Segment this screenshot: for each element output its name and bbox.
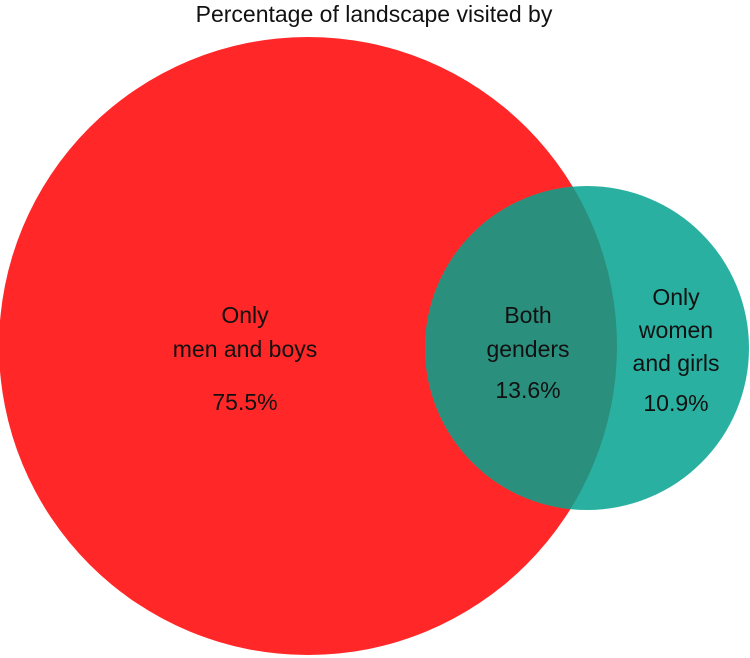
women-only-value: 10.9% bbox=[643, 390, 708, 416]
men-only-line2: men and boys bbox=[173, 336, 317, 362]
diagram-title: Percentage of landscape visited by bbox=[196, 1, 553, 27]
men-only-label: Only men and boys 75.5% bbox=[173, 302, 317, 415]
women-only-line2: women bbox=[638, 317, 713, 343]
men-and-boys-circle bbox=[0, 37, 617, 655]
both-line1: Both bbox=[504, 302, 551, 328]
men-only-value: 75.5% bbox=[212, 389, 277, 415]
both-value: 13.6% bbox=[495, 377, 560, 403]
women-only-label: Only women and girls 10.9% bbox=[633, 284, 720, 416]
both-genders-label: Both genders 13.6% bbox=[486, 302, 569, 403]
women-only-line1: Only bbox=[652, 284, 700, 310]
women-only-line3: and girls bbox=[633, 350, 720, 376]
men-only-line1: Only bbox=[221, 302, 269, 328]
both-line2: genders bbox=[486, 336, 569, 362]
